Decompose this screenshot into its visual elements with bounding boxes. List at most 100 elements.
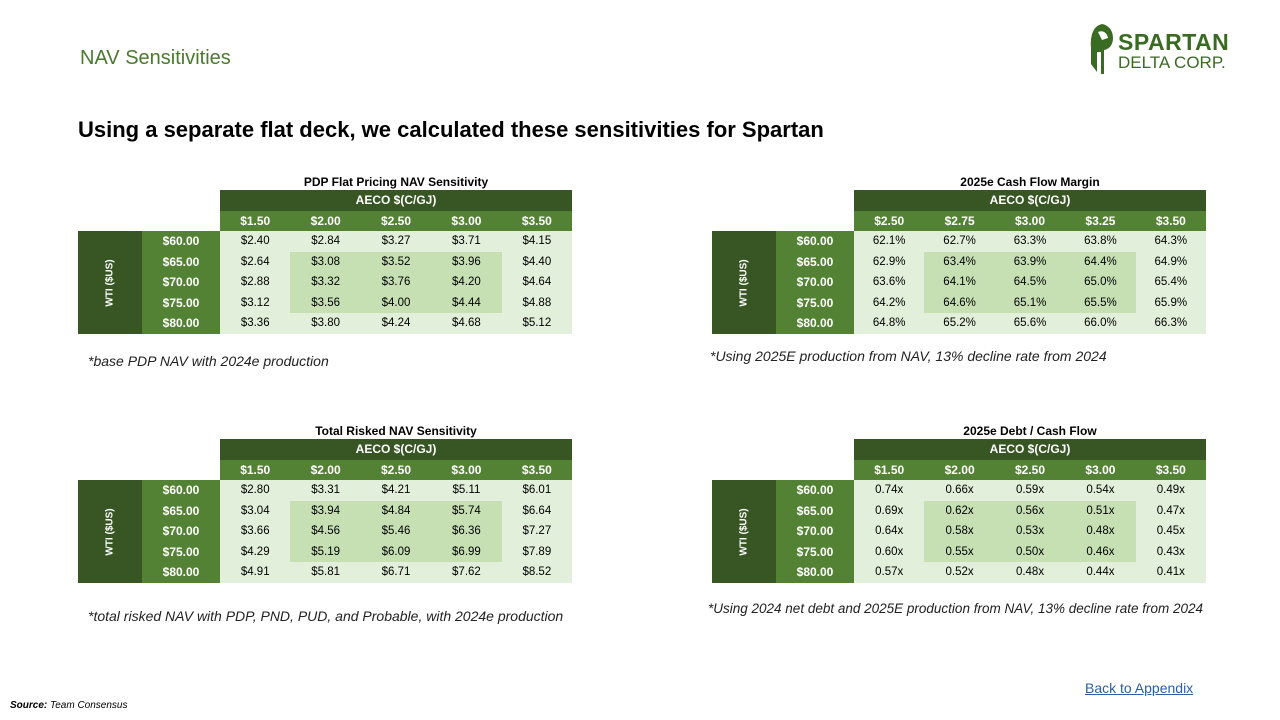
table-cell: 0.43x	[1156, 545, 1185, 558]
table-cell: 0.46x	[1065, 541, 1136, 563]
table-cell: $3.80	[311, 317, 340, 330]
table-row: $4.29 $5.19 $6.09 $6.99 $7.89	[220, 541, 572, 563]
table-cell: 64.1%	[924, 272, 995, 293]
table-cell: 0.45x	[1156, 525, 1185, 538]
table-cell: 0.66x	[945, 484, 974, 496]
source-text: Team Consensus	[50, 700, 128, 711]
table-cell: $2.64	[240, 255, 270, 268]
table-cell: 65.0%	[1065, 272, 1136, 293]
row-headers: $60.00 $65.00 $70.00 $75.00 $80.00	[142, 231, 220, 334]
table-cell: 0.41x	[1156, 566, 1185, 579]
aeco-header: AECO $(C/GJ)	[220, 190, 572, 211]
table-cell: 64.4%	[1065, 251, 1136, 273]
row-header: $80.00	[796, 316, 834, 331]
wti-label: WTI ($US)	[738, 258, 750, 307]
table-cell: $7.62	[452, 566, 481, 579]
footnote-pdp-nav: *base PDP NAV with 2024e production	[88, 353, 329, 369]
column-headers: $1.50 $2.00 $2.50 $3.00 $3.50	[220, 460, 573, 480]
table-cell: $6.01	[522, 484, 552, 496]
row-headers: $60.00 $65.00 $70.00 $75.00 $80.00	[776, 480, 854, 583]
table-cell: 0.64x	[875, 525, 904, 538]
table-cell: $3.76	[360, 272, 432, 293]
logo-text-secondary: DELTA CORP.	[1118, 53, 1226, 72]
wti-axis: WTI ($US)	[78, 480, 142, 583]
table-cell: $4.64	[522, 276, 552, 289]
table-cell: 65.9%	[1154, 296, 1188, 309]
aeco-header: AECO $(C/GJ)	[854, 439, 1206, 460]
company-logo: SPARTAN DELTA CORP.	[1088, 22, 1248, 78]
column-header: $3.00	[431, 211, 502, 231]
row-headers: $60.00 $65.00 $70.00 $75.00 $80.00	[776, 231, 854, 334]
table-cell: 64.9%	[1154, 255, 1188, 268]
table-cell: 62.9%	[872, 255, 906, 268]
table-cell: 0.59x	[1015, 484, 1045, 496]
row-header: $65.00	[796, 503, 834, 518]
table-cell: $3.71	[452, 235, 481, 247]
column-header: $3.00	[1065, 460, 1136, 480]
table-cell: 63.8%	[1084, 235, 1117, 247]
table-row: $4.91 $5.81 $6.71 $7.62 $8.52	[220, 562, 572, 583]
row-header: $65.00	[162, 254, 200, 269]
column-header: $1.50	[220, 460, 291, 480]
row-header: $70.00	[796, 524, 834, 539]
row-header: $70.00	[796, 275, 834, 290]
wti-label: WTI ($US)	[104, 507, 116, 556]
table-row: 62.1% 62.7% 63.3% 63.8% 64.3%	[854, 231, 1206, 252]
aeco-header: AECO $(C/GJ)	[854, 190, 1206, 211]
table-cell: $3.27	[381, 235, 411, 247]
wti-label: WTI ($US)	[104, 258, 116, 307]
slide-title: NAV Sensitivities	[80, 47, 231, 69]
table-cell: 65.5%	[1065, 292, 1136, 314]
table-cell: $3.08	[290, 251, 361, 273]
table-cell: 66.0%	[1084, 317, 1117, 330]
column-header: $3.50	[1135, 211, 1207, 231]
table-row: 0.74x 0.66x 0.59x 0.54x 0.49x	[854, 480, 1206, 501]
table-cell: 0.48x	[1015, 566, 1045, 579]
table-cell: $4.15	[522, 235, 552, 247]
table-cell: 0.60x	[875, 545, 904, 558]
table-cell: 65.2%	[943, 317, 976, 330]
table-cell: 63.4%	[924, 251, 995, 273]
table-row: 0.57x 0.52x 0.48x 0.44x 0.41x	[854, 562, 1206, 583]
table-cell: 0.57x	[875, 566, 904, 579]
table-cell: $4.44	[431, 292, 502, 314]
table-cell: 0.48x	[1065, 521, 1136, 542]
row-header: $70.00	[162, 524, 200, 539]
table-row: $3.04 $3.94 $4.84 $5.74 $6.64	[220, 500, 572, 522]
value-grid: $2.40 $2.84 $3.27 $3.71 $4.15 $2.64 $3.08 $3.52…	[220, 231, 572, 334]
table-cell: $4.24	[381, 317, 411, 330]
table-cell: $7.27	[522, 525, 552, 538]
column-header: $2.50	[854, 211, 925, 231]
back-to-appendix-link[interactable]: Back to Appendix	[1085, 680, 1194, 696]
table-cell: 0.44x	[1086, 566, 1115, 579]
table-row: $2.88 $3.32 $3.76 $4.20 $4.64	[220, 272, 572, 293]
table-cell: $6.36	[431, 521, 502, 542]
table-title: 2025e Debt / Cash Flow	[963, 424, 1097, 438]
table-cell: $4.88	[522, 296, 552, 309]
wti-label: WTI ($US)	[738, 507, 750, 556]
column-header: $1.50	[854, 460, 925, 480]
table-cell: 0.52x	[945, 566, 974, 579]
wti-axis: WTI ($US)	[712, 480, 776, 583]
column-header: $2.75	[924, 211, 995, 231]
footnote-total-risked-nav: *total risked NAV with PDP, PND, PUD, an…	[88, 608, 564, 624]
table-cell: $3.96	[431, 251, 502, 273]
row-header: $60.00	[796, 234, 834, 248]
table-cell: $3.56	[290, 292, 361, 314]
table-cell: 63.6%	[872, 276, 906, 289]
table-cell: $6.99	[431, 541, 502, 563]
row-header: $70.00	[162, 275, 200, 290]
column-header: $2.50	[994, 460, 1066, 480]
table-cell: $8.52	[522, 566, 552, 579]
table-cell: $4.56	[290, 521, 361, 542]
row-header: $65.00	[796, 254, 834, 269]
table-cell: 66.3%	[1154, 317, 1188, 330]
row-header: $65.00	[162, 503, 200, 518]
table-cell: 0.49x	[1156, 484, 1185, 496]
table-row: 0.60x 0.55x 0.50x 0.46x 0.43x	[854, 541, 1206, 563]
table-cell: 63.3%	[1013, 235, 1047, 247]
table-cell: $4.00	[360, 292, 432, 314]
row-header: $60.00	[162, 234, 200, 248]
table-cell: $3.66	[240, 525, 270, 538]
table-cell: 0.53x	[994, 521, 1066, 542]
